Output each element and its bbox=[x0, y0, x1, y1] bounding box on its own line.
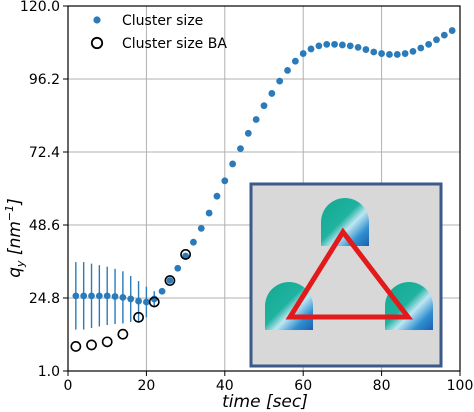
cluster-size-point bbox=[307, 45, 315, 53]
cluster-size-ba-point bbox=[101, 336, 113, 348]
cluster-size-point bbox=[284, 67, 291, 74]
cluster-size-point bbox=[339, 41, 346, 49]
inset-illustration bbox=[249, 182, 443, 368]
svg-text:qy [nm−1]: qy [nm−1] bbox=[3, 198, 27, 278]
cluster-size-point bbox=[135, 297, 142, 305]
cluster-size-point bbox=[182, 252, 190, 260]
cluster-size-point bbox=[88, 292, 95, 300]
cluster-size-point bbox=[386, 51, 393, 58]
cluster-size-point bbox=[299, 50, 307, 57]
cluster-size-point bbox=[346, 42, 354, 50]
cluster-size-point bbox=[409, 47, 417, 55]
cluster-size-point bbox=[315, 42, 323, 50]
cluster-size-point bbox=[276, 77, 284, 85]
cluster-size-point bbox=[378, 50, 385, 57]
x-tick-label-3: 60 bbox=[294, 378, 312, 394]
legend-label-cluster-size: Cluster size bbox=[122, 13, 203, 29]
cluster-size-point bbox=[205, 209, 213, 217]
cluster-size-point bbox=[143, 298, 150, 306]
series-cluster-size-ba bbox=[70, 249, 191, 352]
x-tick-label-4: 80 bbox=[373, 378, 391, 394]
cluster-size-ba-point bbox=[133, 311, 144, 323]
y-axis-label: qy [nm−1] bbox=[3, 198, 27, 278]
series-cluster-size bbox=[72, 27, 456, 306]
x-tick-label-1: 20 bbox=[137, 378, 155, 394]
y-tick-label-3: 72.4 bbox=[29, 145, 60, 161]
sphere-cluster-icon-top bbox=[321, 198, 369, 246]
sphere-cluster-icon-right bbox=[385, 282, 433, 330]
cluster-size-point bbox=[440, 31, 448, 39]
cluster-size-point bbox=[111, 293, 119, 300]
cluster-size-point bbox=[323, 40, 331, 48]
cluster-size-point bbox=[80, 292, 88, 300]
cluster-size-point bbox=[119, 293, 127, 301]
x-tick-label-5: 100 bbox=[447, 378, 474, 394]
legend-marker-cluster-size bbox=[93, 16, 101, 24]
legend-label-cluster-size-ba: Cluster size BA bbox=[122, 36, 227, 52]
plot-frame bbox=[67, 5, 461, 372]
y-tick-label-2: 48.6 bbox=[29, 218, 60, 234]
cluster-size-point bbox=[291, 57, 299, 65]
cluster-size-point bbox=[103, 292, 111, 300]
cluster-size-ba-point bbox=[148, 296, 160, 308]
cluster-size-point bbox=[433, 36, 440, 44]
triangle-shape bbox=[285, 227, 414, 320]
cluster-size-point bbox=[166, 277, 174, 284]
cluster-size-point bbox=[221, 177, 229, 185]
cluster-size-point bbox=[331, 40, 338, 48]
cluster-size-ba-point bbox=[180, 249, 191, 260]
cluster-size-point bbox=[393, 51, 401, 58]
axes: 0 20 40 60 80 100 1.0 24.8 48.6 72.4 96.2 120.0 bbox=[20, 0, 473, 394]
cluster-size-point bbox=[197, 224, 205, 232]
y-tick-label-4: 96.2 bbox=[29, 72, 60, 88]
cluster-size-point bbox=[237, 145, 244, 153]
cluster-size-ba-point bbox=[164, 275, 176, 286]
legend: Cluster size Cluster size BA bbox=[90, 13, 227, 52]
cluster-size-point bbox=[370, 48, 378, 56]
cluster-size-point bbox=[425, 40, 433, 48]
x-axis-label: time [sec] bbox=[222, 392, 308, 412]
x-tick-label-0: 0 bbox=[64, 378, 73, 394]
cluster-size-point bbox=[362, 46, 370, 53]
cluster-size-point bbox=[229, 160, 237, 168]
cluster-size-point bbox=[401, 50, 409, 57]
cluster-size-point bbox=[158, 287, 166, 295]
cluster-size-ba-point bbox=[70, 341, 82, 352]
cluster-size-point bbox=[190, 238, 197, 246]
y-tick-label-1: 24.8 bbox=[29, 291, 60, 307]
cluster-size-point bbox=[95, 292, 103, 300]
cluster-size-point bbox=[72, 292, 80, 300]
cluster-size-point bbox=[127, 295, 135, 303]
cluster-size-ba-point bbox=[86, 339, 97, 351]
cluster-size-point bbox=[252, 116, 260, 123]
x-tick-label-2: 40 bbox=[216, 378, 234, 394]
cluster-size-point bbox=[213, 192, 221, 200]
legend-marker-cluster-size-ba bbox=[90, 36, 104, 50]
cluster-size-ba-point bbox=[117, 328, 129, 340]
cluster-size-point bbox=[268, 90, 276, 97]
cluster-size-point bbox=[174, 264, 182, 272]
cluster-size-point bbox=[417, 44, 425, 52]
y-tick-label-5: 120.0 bbox=[20, 0, 60, 15]
cluster-size-point bbox=[354, 44, 362, 51]
cluster-size-point bbox=[448, 27, 456, 34]
cluster-size-point bbox=[244, 129, 252, 137]
cluster-size-point bbox=[260, 102, 268, 110]
y-tick-label-0: 1.0 bbox=[38, 364, 60, 380]
